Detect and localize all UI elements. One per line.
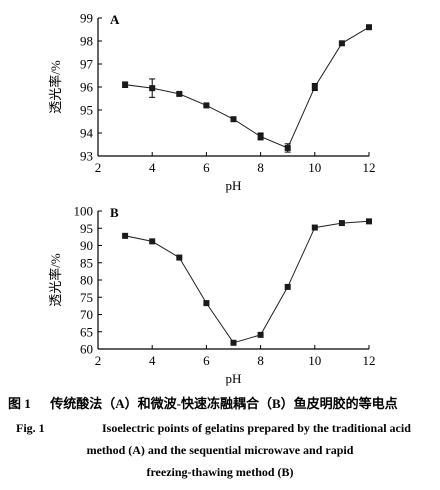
panel-a-data-point (257, 133, 264, 140)
panel-a-data-point (366, 24, 372, 31)
panel-b-y-tick-label: 60 (80, 342, 93, 357)
panel-a-y-tick-label: 96 (80, 80, 94, 95)
panel-b-y-tick-label: 100 (74, 204, 94, 219)
panel-b-x-tick-label: 4 (149, 353, 156, 368)
panel-a-x-tick-label: 2 (95, 160, 102, 175)
panel-b-y-tick-label: 85 (80, 255, 93, 270)
panel-a-data-point (203, 102, 210, 109)
panel-a-data-point (311, 84, 318, 90)
caption-english-line-2: method (A) and the sequential microwave … (86, 443, 354, 457)
panel-a-data-point (230, 116, 237, 123)
panel-a-x-tick-label: 12 (363, 160, 376, 175)
panel-b-data-point (230, 339, 237, 346)
panel-b-data-point (149, 238, 156, 245)
caption-english-line-3: freezing-thawing method (B) (146, 465, 294, 479)
panel-a-y-tick-label: 95 (80, 103, 93, 118)
panel-a-x-tick-label: 10 (308, 160, 321, 175)
panel-b-data-point (311, 224, 318, 231)
caption-chinese: 图 1 传统酸法（A）和微波-快速冻融耦合（B）鱼皮明胶的等电点 (8, 393, 440, 412)
panel-b-y-tick-label: 75 (80, 290, 93, 305)
panel-a-x-tick-label: 6 (203, 160, 210, 175)
panel-a-y-tick-label: 98 (80, 34, 93, 49)
panel-a-label: A (110, 12, 120, 27)
panel-b-x-tick-label: 10 (308, 353, 321, 368)
panel-a-x-tick-label: 4 (149, 160, 156, 175)
panel-a-data-point (338, 40, 345, 47)
panel-b-series-line (124, 220, 370, 344)
panel-b-x-tick-label: 12 (363, 353, 376, 368)
panel-a-y-tick-label: 93 (80, 149, 93, 164)
panel-b-x-tick-label: 8 (257, 353, 264, 368)
panel-b-y-tick-label: 95 (80, 221, 93, 236)
panel-a-series-line (125, 26, 370, 149)
panel-b-y-tick-label: 90 (80, 238, 93, 253)
panel-a-x-tick-label: 8 (257, 160, 264, 175)
panel-a-y-tick-label: 94 (80, 126, 94, 141)
panel-a-data-point (149, 85, 156, 92)
panel-a-data-point (122, 81, 129, 88)
panel-b-data-point (257, 331, 264, 338)
panel-b-y-tick-label: 70 (80, 307, 93, 322)
panel-b-data-point (284, 283, 291, 290)
panel-a-y-tick-label: 99 (80, 11, 93, 26)
panel-b-y-tick-label: 65 (80, 324, 93, 339)
caption-chinese-text: 传统酸法（A）和微波-快速冻融耦合（B）鱼皮明胶的等电点 (50, 396, 398, 411)
isoelectric-point-figure: 93 94 95 96 97 98 99 2 4 6 8 10 12 pH 透光率/% A 60 65 70 75 80… (48, 11, 376, 387)
panel-b-x-tick-label: 6 (203, 353, 210, 368)
panel-a-data-point (176, 90, 183, 97)
panel-b-data-point (338, 220, 345, 227)
caption-chinese-number: 图 1 (8, 396, 31, 411)
panel-b-x-tick-label: 2 (95, 353, 102, 368)
panel-a-y-axis-title: 透光率/% (48, 60, 63, 114)
panel-a-x-axis-title: pH (226, 178, 242, 193)
panel-b-data-point (366, 218, 372, 225)
panel-b-data-point (176, 254, 183, 261)
panel-b-data-point (203, 300, 210, 307)
panel-b-y-axis-title: 透光率/% (48, 253, 63, 307)
caption-english-number: Fig. 1 (16, 421, 45, 435)
panel-b-x-axis-title: pH (226, 371, 242, 386)
panel-b-data-point (122, 232, 129, 239)
panel-a-data-point (284, 144, 291, 151)
caption-english-line-1: Isoelectric points of gelatins prepared … (102, 421, 411, 435)
panel-b-y-tick-label: 80 (80, 273, 93, 288)
panel-b-label: B (110, 205, 119, 220)
panel-a-y-tick-label: 97 (80, 57, 94, 72)
